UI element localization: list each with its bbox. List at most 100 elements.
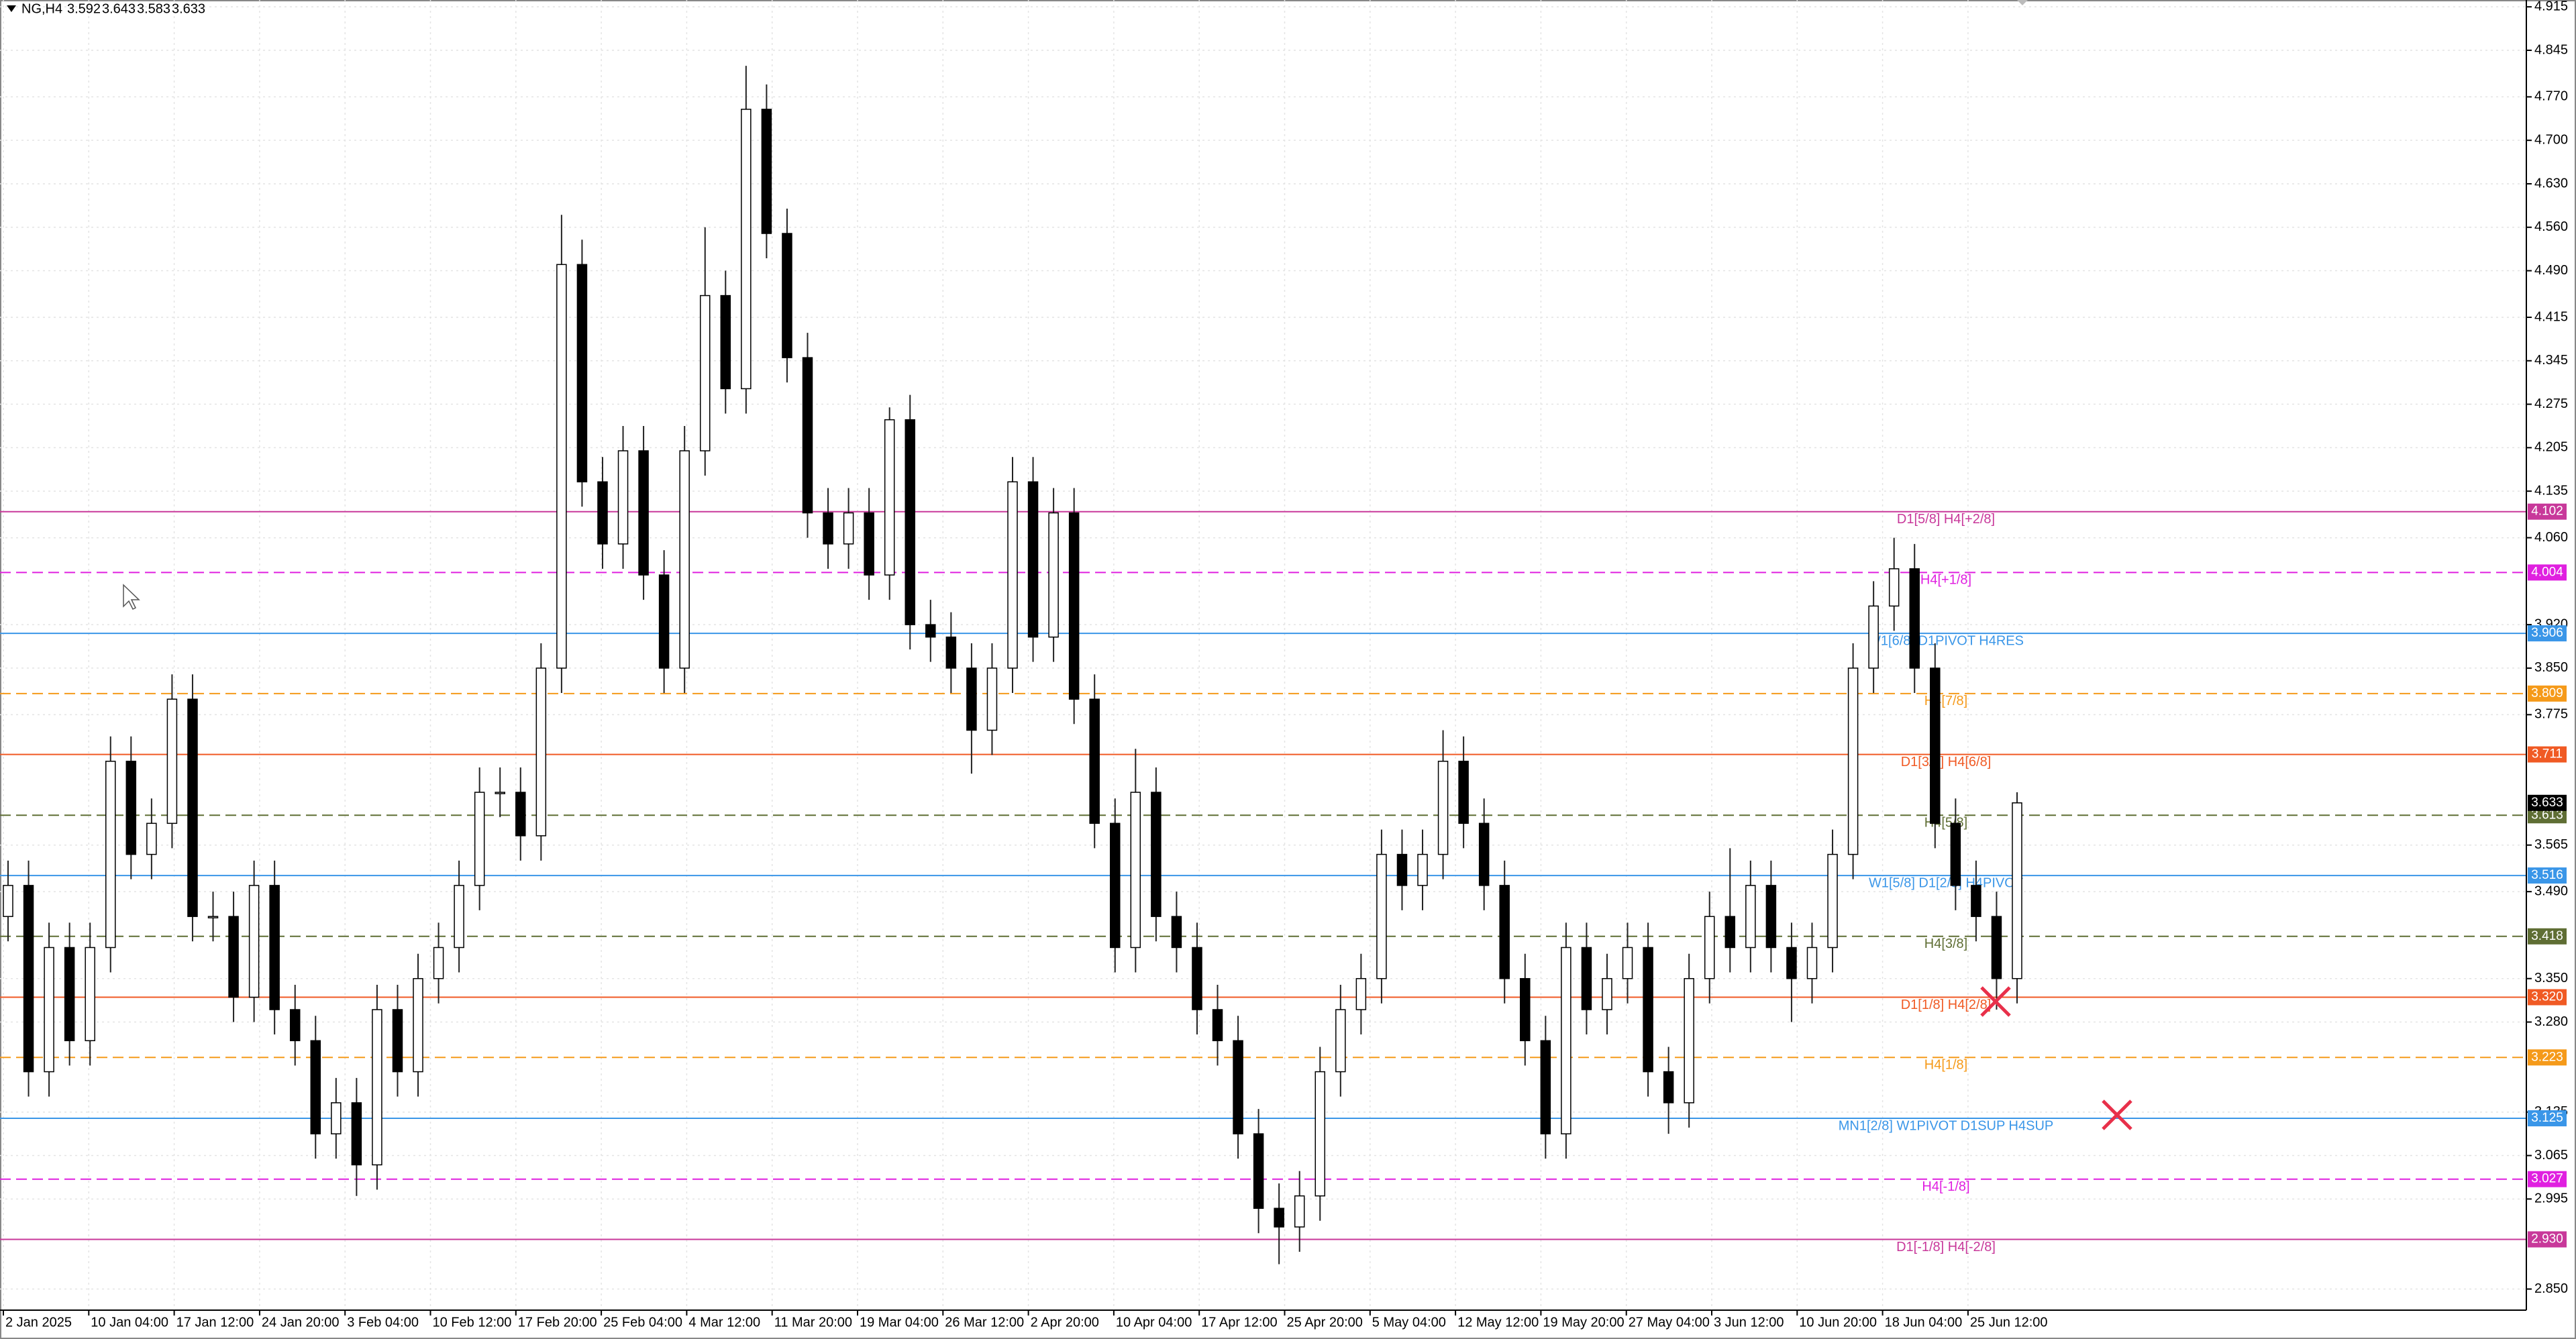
price-tag-text: 3.516 (2531, 868, 2563, 882)
price-tag (2528, 746, 2567, 763)
y-tick-label: 2.995 (2534, 1191, 2568, 1206)
y-tick-label: 4.415 (2534, 309, 2568, 324)
y-tick-label: 3.350 (2534, 971, 2568, 985)
candle-body (576, 264, 588, 483)
candle-body (1704, 916, 1715, 979)
open: 3.592 (67, 1, 101, 16)
candle-body (843, 512, 854, 545)
candle-body (248, 885, 260, 998)
candle-body (1315, 1071, 1326, 1197)
candle-body (823, 512, 833, 545)
price-tag-text: 3.223 (2531, 1050, 2563, 1064)
candle-body (269, 885, 280, 1010)
candle-body (741, 109, 752, 390)
candle-body (1581, 947, 1592, 1010)
y-tick-label: 3.280 (2534, 1014, 2568, 1029)
candle-body (228, 916, 239, 998)
candle-body (166, 698, 178, 824)
price-tag (2528, 867, 2567, 884)
x-tick-label: 27 May 04:00 (1629, 1315, 1710, 1330)
candle-body (1499, 885, 1510, 979)
price-tag (2528, 1049, 2567, 1066)
cross-marker (2102, 1100, 2132, 1130)
candle-body (1827, 853, 1838, 949)
candle-body (1376, 853, 1387, 979)
x-tick-label: 17 Jan 12:00 (176, 1315, 254, 1330)
candle-body (1110, 822, 1121, 949)
candle-body (1233, 1040, 1243, 1134)
candle-body (1971, 885, 1981, 917)
candle-body (699, 294, 711, 451)
x-tick-label: 10 Feb 12:00 (433, 1315, 512, 1330)
y-tick-label: 3.565 (2534, 837, 2568, 852)
price-tag-text: 4.004 (2531, 565, 2563, 579)
price-tag (2528, 625, 2567, 642)
x-tick-label: 25 Jun 12:00 (1970, 1315, 2048, 1330)
candle-body (1950, 822, 1961, 886)
candle-body (1991, 916, 2002, 979)
candle-body (1745, 885, 1756, 949)
candle-body (433, 947, 444, 979)
candle-body (310, 1040, 321, 1134)
candle-body (515, 792, 526, 837)
candle-body (1068, 512, 1080, 700)
x-tick-label: 12 May 12:00 (1457, 1315, 1539, 1330)
x-tick-label: 5 May 04:00 (1372, 1315, 1446, 1330)
candle-body (474, 792, 485, 886)
candle-body (945, 636, 957, 669)
price-tag-text: 3.027 (2531, 1172, 2563, 1186)
x-tick-label: 17 Apr 12:00 (1201, 1315, 1277, 1330)
candle-body (761, 109, 772, 234)
x-tick-label: 10 Apr 04:00 (1116, 1315, 1192, 1330)
candle-body (638, 450, 649, 576)
level-text: W1[5/8] D1[2/8] H4PIVOT (1869, 875, 2023, 890)
y-tick-label: 3.775 (2534, 707, 2568, 722)
y-tick-label: 4.770 (2534, 89, 2568, 104)
candle-body (986, 667, 998, 731)
price-tag (2528, 503, 2567, 520)
y-tick-label: 3.065 (2534, 1148, 2568, 1163)
candle-body (884, 419, 895, 576)
candle-body (658, 574, 670, 669)
candle-body (1868, 605, 1879, 669)
x-tick-label: 3 Jun 12:00 (1714, 1315, 1784, 1330)
x-tick-label: 10 Jun 20:00 (1799, 1315, 1877, 1330)
y-tick-label: 4.135 (2534, 483, 2568, 498)
candle-body (1909, 568, 1920, 669)
y-tick-label: 3.490 (2534, 883, 2568, 898)
candle-body (1458, 761, 1469, 824)
candle-body (1027, 481, 1039, 638)
candle-body (1212, 1009, 1223, 1042)
candle-body (617, 450, 629, 545)
candle-body (1294, 1195, 1305, 1228)
candle-body (1396, 853, 1408, 886)
candle-body (1930, 667, 1941, 824)
candle-body (372, 1009, 382, 1166)
candle-body (1253, 1133, 1264, 1209)
level-text: H4[+1/8] (1920, 573, 1971, 588)
price-tag-text: 3.125 (2531, 1111, 2563, 1125)
menu-triangle[interactable] (7, 5, 16, 12)
candle-body (1643, 947, 1653, 1073)
price-tag (2528, 1231, 2567, 1248)
candle-body (105, 761, 116, 949)
candle-body (3, 885, 13, 917)
candle-body (1478, 822, 1490, 886)
price-tag (2528, 989, 2567, 1006)
candle-body (331, 1102, 342, 1134)
candle-body (289, 1009, 301, 1042)
candle-body (413, 977, 423, 1073)
current-price-text: 3.633 (2531, 796, 2563, 810)
price-tag-text: 4.102 (2531, 504, 2563, 519)
y-tick-label: 4.845 (2534, 42, 2568, 57)
x-tick-label: 17 Feb 20:00 (518, 1315, 597, 1330)
candle-body (679, 450, 690, 669)
candle-body (1847, 667, 1859, 855)
y-tick-label: 3.850 (2534, 660, 2568, 675)
candle-body (1355, 977, 1367, 1010)
x-tick-label: 26 Mar 12:00 (945, 1315, 1024, 1330)
candle-body (1192, 947, 1202, 1010)
candle-body (802, 357, 813, 514)
x-tick-label: 19 Mar 04:00 (860, 1315, 939, 1330)
